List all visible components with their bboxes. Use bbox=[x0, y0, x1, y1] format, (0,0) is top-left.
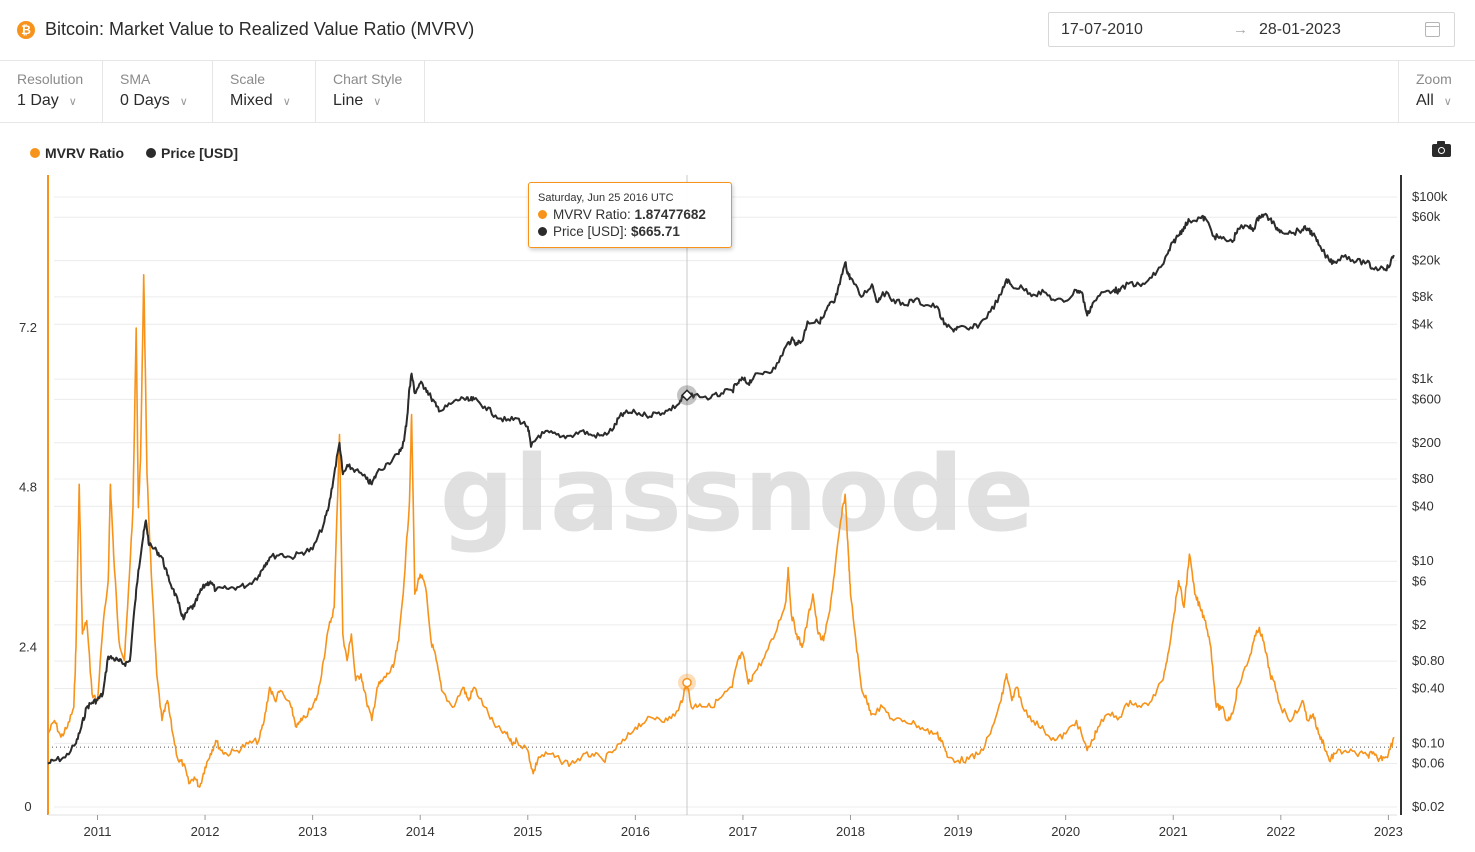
zoom-value: All bbox=[1416, 92, 1434, 109]
camera-icon[interactable] bbox=[1432, 141, 1451, 157]
legend-item-price[interactable]: Price [USD] bbox=[146, 145, 238, 161]
sma-label: SMA bbox=[120, 71, 151, 87]
x-tick-label: 2021 bbox=[1159, 824, 1188, 839]
tooltip-mvrv-value: 1.87477682 bbox=[634, 207, 706, 222]
y-left-tick-label: 4.8 bbox=[19, 480, 37, 495]
x-tick-label: 2011 bbox=[84, 824, 112, 839]
x-tick-label: 2022 bbox=[1266, 824, 1295, 839]
y-right-tick-label: $80 bbox=[1412, 471, 1434, 486]
sma-select[interactable]: SMA 0 Days ∨ bbox=[103, 61, 213, 122]
tooltip-row-price: Price [USD]: $665.71 bbox=[538, 223, 722, 240]
chevron-down-icon: ∨ bbox=[179, 96, 188, 108]
tooltip-dot-price bbox=[538, 227, 547, 236]
tooltip-price-value: $665.71 bbox=[631, 224, 680, 239]
y-left-tick-label: 0 bbox=[24, 799, 31, 814]
resolution-label: Resolution bbox=[17, 71, 84, 87]
y-right-tick-label: $0.40 bbox=[1412, 681, 1445, 696]
arrow-right-icon: → bbox=[1233, 21, 1248, 38]
calendar-icon[interactable] bbox=[1425, 22, 1440, 37]
y-right-tick-label: $60k bbox=[1412, 209, 1441, 224]
x-tick-label: 2013 bbox=[298, 824, 327, 839]
tooltip-date: Saturday, Jun 25 2016 UTC bbox=[538, 192, 674, 204]
y-right-tick-label: $40 bbox=[1412, 498, 1434, 513]
date-range-picker[interactable]: 17-07-2010 → 28-01-2023 bbox=[1048, 12, 1455, 47]
y-right-tick-label: $0.10 bbox=[1412, 735, 1445, 750]
y-right-tick-label: $6 bbox=[1412, 573, 1426, 588]
y-left-tick-label: 2.4 bbox=[19, 639, 37, 654]
tooltip-dot-mvrv bbox=[538, 210, 547, 219]
chart-style-value: Line bbox=[333, 92, 364, 109]
x-tick-label: 2019 bbox=[944, 824, 973, 839]
chevron-down-icon: ∨ bbox=[282, 96, 291, 108]
zoom-select[interactable]: Zoom All ∨ bbox=[1398, 61, 1475, 122]
y-right-tick-label: $600 bbox=[1412, 391, 1441, 406]
y-right-tick-label: $0.80 bbox=[1412, 653, 1445, 668]
tooltip-mvrv-label: MVRV Ratio: bbox=[553, 207, 631, 222]
hover-point-price bbox=[680, 389, 694, 402]
date-from-input[interactable]: 17-07-2010 bbox=[1061, 21, 1143, 38]
series-line-mvrv bbox=[47, 274, 1395, 788]
legend-label-mvrv: MVRV Ratio bbox=[45, 145, 125, 161]
page-header: ₿ Bitcoin: Market Value to Realized Valu… bbox=[0, 0, 1475, 61]
hover-point-mvrv bbox=[682, 677, 692, 688]
x-tick-label: 2014 bbox=[406, 824, 435, 839]
x-tick-label: 2012 bbox=[191, 824, 220, 839]
scale-select[interactable]: Scale Mixed ∨ bbox=[213, 61, 316, 122]
legend-item-mvrv[interactable]: MVRV Ratio bbox=[30, 145, 124, 161]
y-right-tick-label: $100k bbox=[1412, 189, 1448, 204]
scale-label: Scale bbox=[230, 71, 266, 87]
x-tick-label: 2023 bbox=[1374, 824, 1403, 839]
page-title: Bitcoin: Market Value to Realized Value … bbox=[45, 19, 475, 39]
chevron-down-icon: ∨ bbox=[373, 96, 382, 108]
chevron-down-icon: ∨ bbox=[1443, 96, 1452, 108]
sma-value: 0 Days bbox=[120, 92, 170, 109]
y-right-tick-label: $1k bbox=[1412, 371, 1433, 386]
y-right-tick-label: $0.02 bbox=[1412, 799, 1445, 814]
tooltip-row-mvrv: MVRV Ratio: 1.87477682 bbox=[538, 206, 722, 223]
watermark-logo: glassnode bbox=[440, 433, 1035, 555]
x-tick-label: 2020 bbox=[1051, 824, 1080, 839]
date-to-input[interactable]: 28-01-2023 bbox=[1259, 21, 1341, 38]
chart-toolbar: Resolution 1 Day ∨ SMA 0 Days ∨ Scale Mixe… bbox=[0, 61, 1475, 123]
resolution-value: 1 Day bbox=[17, 92, 59, 109]
legend-label-price: Price [USD] bbox=[161, 145, 239, 161]
chart-style-select[interactable]: Chart Style Line ∨ bbox=[316, 61, 425, 122]
scale-value: Mixed bbox=[230, 92, 273, 109]
y-right-tick-label: $10 bbox=[1412, 553, 1434, 568]
y-right-tick-label: $20k bbox=[1412, 253, 1441, 268]
legend-dot-price bbox=[146, 148, 156, 158]
y-right-tick-label: $200 bbox=[1412, 435, 1441, 450]
chart-style-label: Chart Style bbox=[333, 71, 403, 87]
y-right-tick-label: $8k bbox=[1412, 289, 1433, 304]
x-tick-label: 2017 bbox=[728, 824, 757, 839]
bitcoin-icon: ₿ bbox=[17, 21, 35, 39]
tooltip-price-label: Price [USD]: bbox=[553, 224, 628, 239]
chart-tooltip: Saturday, Jun 25 2016 UTC MVRV Ratio: 1.… bbox=[528, 182, 732, 248]
legend-dot-mvrv bbox=[30, 148, 40, 158]
y-right-tick-label: $2 bbox=[1412, 617, 1426, 632]
y-right-tick-label: $4k bbox=[1412, 316, 1433, 331]
mvrv-chart: glassnode 0 2.4 4.8 7.2 $100k $60k $20k $8k $4k $1… bbox=[19, 175, 1448, 839]
x-tick-label: 2018 bbox=[836, 824, 865, 839]
y-right-tick-label: $0.06 bbox=[1412, 756, 1445, 771]
resolution-select[interactable]: Resolution 1 Day ∨ bbox=[0, 61, 103, 122]
zoom-label: Zoom bbox=[1416, 71, 1452, 87]
chevron-down-icon: ∨ bbox=[68, 96, 77, 108]
x-tick-label: 2016 bbox=[621, 824, 650, 839]
y-left-tick-label: 7.2 bbox=[19, 320, 37, 335]
x-tick-label: 2015 bbox=[513, 824, 542, 839]
